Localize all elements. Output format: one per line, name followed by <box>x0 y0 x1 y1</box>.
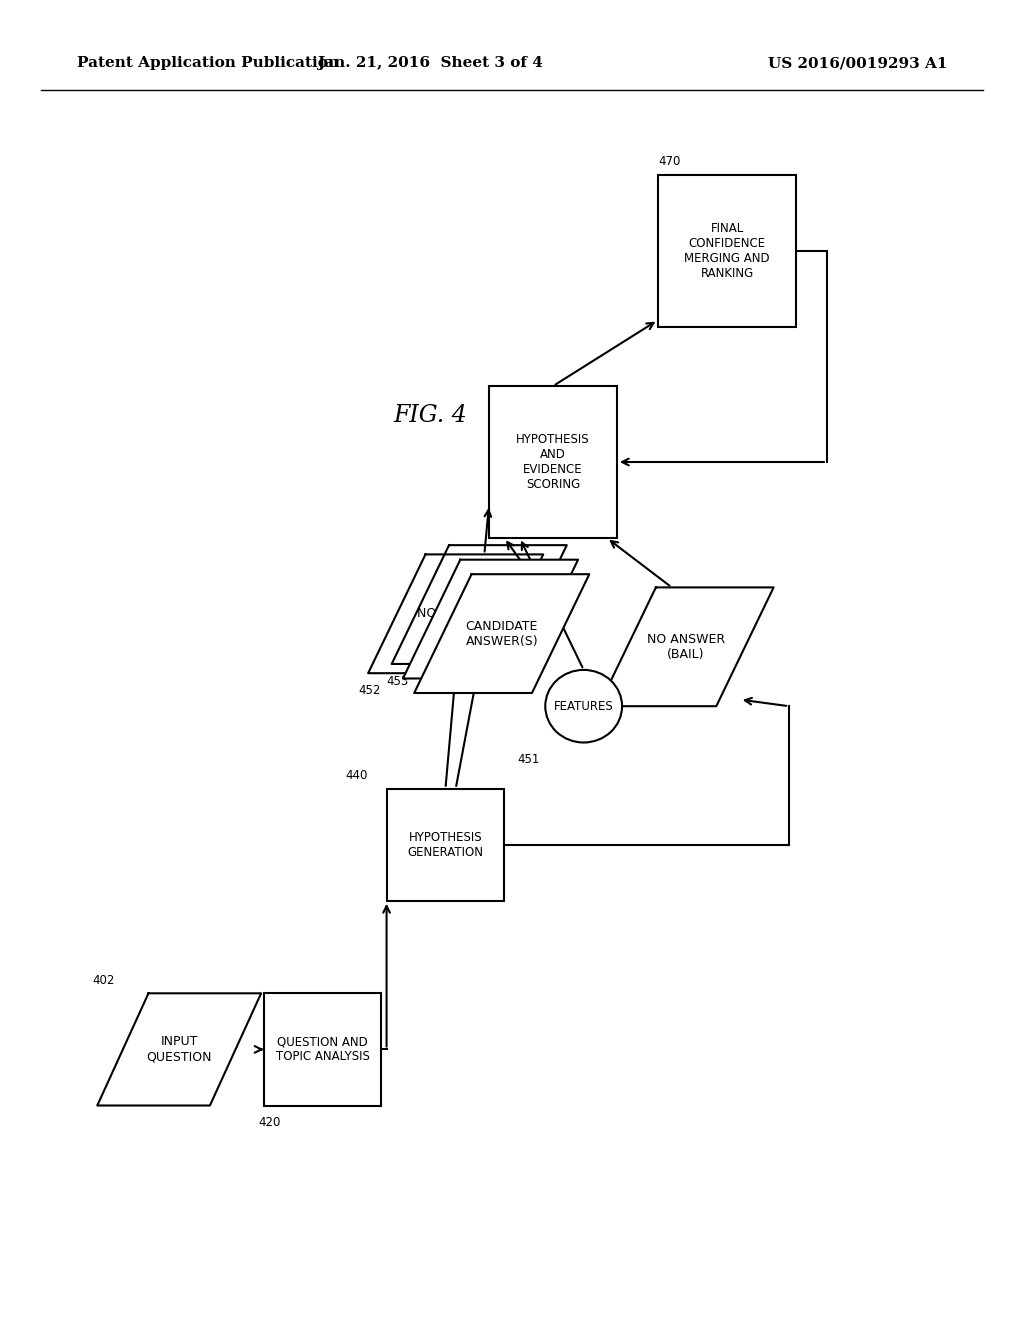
Bar <box>387 788 504 900</box>
Polygon shape <box>402 560 578 678</box>
Text: Jan. 21, 2016  Sheet 3 of 4: Jan. 21, 2016 Sheet 3 of 4 <box>317 57 543 70</box>
Text: Patent Application Publication: Patent Application Publication <box>77 57 339 70</box>
Text: NO ANSWER: NO ANSWER <box>417 607 495 620</box>
Text: US 2016/0019293 A1: US 2016/0019293 A1 <box>768 57 947 70</box>
Polygon shape <box>369 554 544 673</box>
Text: 420: 420 <box>258 1117 281 1130</box>
Text: FEATURES: FEATURES <box>554 700 613 713</box>
Text: 451: 451 <box>518 754 541 766</box>
Ellipse shape <box>545 671 622 742</box>
Text: FINAL
CONFIDENCE
MERGING AND
RANKING: FINAL CONFIDENCE MERGING AND RANKING <box>684 222 770 280</box>
Text: HYPOTHESIS
AND
EVIDENCE
SCORING: HYPOTHESIS AND EVIDENCE SCORING <box>516 433 590 491</box>
Polygon shape <box>414 574 590 693</box>
Text: CANDIDATE
ANSWER(S): CANDIDATE ANSWER(S) <box>466 619 538 648</box>
Text: 470: 470 <box>657 156 680 168</box>
Text: 440: 440 <box>346 770 368 781</box>
Polygon shape <box>97 993 261 1106</box>
Text: NO ANSWER
(BAIL): NO ANSWER (BAIL) <box>647 632 725 661</box>
Polygon shape <box>391 545 567 664</box>
Text: 450: 450 <box>485 558 508 570</box>
Text: 421: 421 <box>588 717 610 730</box>
Bar <box>264 993 381 1106</box>
Text: 453: 453 <box>386 675 409 688</box>
Text: 452: 452 <box>358 684 380 697</box>
Bar <box>489 385 616 539</box>
Text: QUESTION AND
TOPIC ANALYSIS: QUESTION AND TOPIC ANALYSIS <box>275 1035 370 1064</box>
Text: HYPOTHESIS
GENERATION: HYPOTHESIS GENERATION <box>408 830 483 859</box>
Bar <box>657 174 797 326</box>
Text: 402: 402 <box>92 974 115 987</box>
Text: FIG. 4: FIG. 4 <box>393 404 467 428</box>
Polygon shape <box>598 587 774 706</box>
Text: INPUT
QUESTION: INPUT QUESTION <box>146 1035 212 1064</box>
